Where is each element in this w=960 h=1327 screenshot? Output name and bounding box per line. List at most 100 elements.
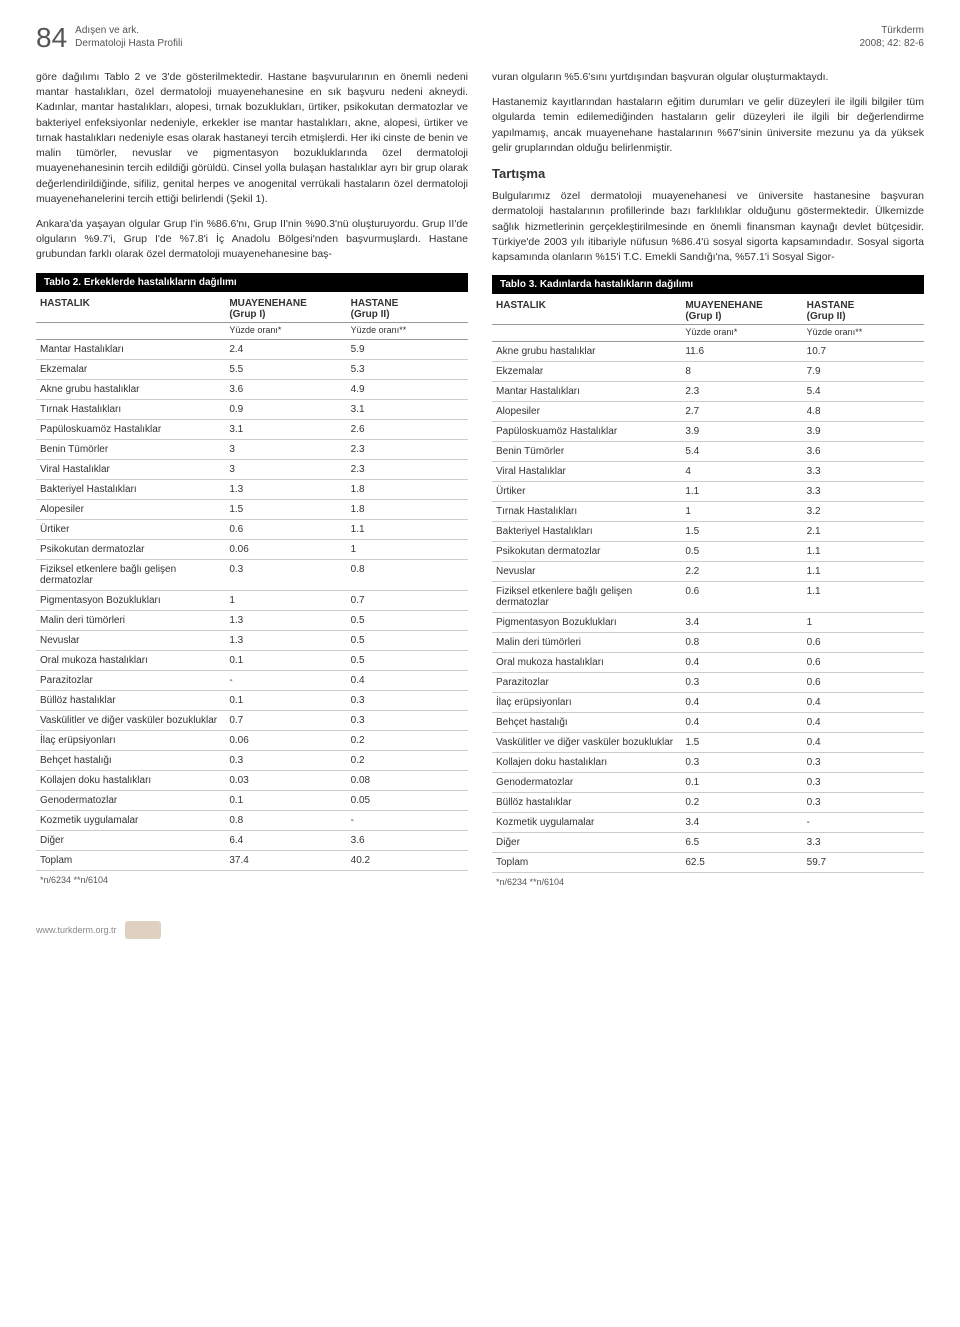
table-row: Fiziksel etkenlere bağlı gelişen dermato… bbox=[492, 582, 924, 613]
table-row: Akne grubu hastalıklar11.610.7 bbox=[492, 342, 924, 362]
table-3-col-muayenehane: MUAYENEHANE (Grup I) bbox=[681, 294, 802, 324]
row-label: Papüloskuamöz Hastalıklar bbox=[36, 420, 225, 439]
table-row: Kozmetik uygulamalar0.8- bbox=[36, 811, 468, 831]
table-row: Psikokutan dermatozlar0.51.1 bbox=[492, 542, 924, 562]
table-row: Vaskülitler ve diğer vasküler bozuklukla… bbox=[36, 711, 468, 731]
table-2-body: Mantar Hastalıkları2.45.9Ekzemalar5.55.3… bbox=[36, 340, 468, 871]
row-label: Tırnak Hastalıkları bbox=[36, 400, 225, 419]
row-value-grup2: 59.7 bbox=[803, 853, 924, 872]
row-value-grup1: 0.3 bbox=[681, 673, 802, 692]
table-row: Pigmentasyon Bozuklukları3.41 bbox=[492, 613, 924, 633]
row-value-grup1: 0.8 bbox=[681, 633, 802, 652]
row-label: Malin deri tümörleri bbox=[492, 633, 681, 652]
row-label: Viral Hastalıklar bbox=[492, 462, 681, 481]
table-row: Behçet hastalığı0.30.2 bbox=[36, 751, 468, 771]
left-paragraph-1: göre dağılımı Tablo 2 ve 3'de gösterilme… bbox=[36, 70, 468, 207]
row-value-grup2: 0.4 bbox=[803, 693, 924, 712]
table-2-sub1: Yüzde oranı* bbox=[225, 323, 346, 339]
table-row: Vaskülitler ve diğer vasküler bozuklukla… bbox=[492, 733, 924, 753]
table-row: Toplam37.440.2 bbox=[36, 851, 468, 871]
right-paragraph-1: vuran olguların %5.6'sını yurtdışından b… bbox=[492, 70, 924, 85]
table-row: Alopesiler2.74.8 bbox=[492, 402, 924, 422]
table-3-body: Akne grubu hastalıklar11.610.7Ekzemalar8… bbox=[492, 342, 924, 873]
row-value-grup1: 0.06 bbox=[225, 540, 346, 559]
row-value-grup1: 1.1 bbox=[681, 482, 802, 501]
row-value-grup2: 0.2 bbox=[347, 751, 468, 770]
row-value-grup1: 5.5 bbox=[225, 360, 346, 379]
row-label: Nevuslar bbox=[492, 562, 681, 581]
row-value-grup1: 0.03 bbox=[225, 771, 346, 790]
table-row: Kollajen doku hastalıkları0.30.3 bbox=[492, 753, 924, 773]
table-row: Büllöz hastalıklar0.20.3 bbox=[492, 793, 924, 813]
table-row: Parazitozlar0.30.6 bbox=[492, 673, 924, 693]
table-row: Psikokutan dermatozlar0.061 bbox=[36, 540, 468, 560]
row-value-grup1: 3.9 bbox=[681, 422, 802, 441]
table-3-subheader: Yüzde oranı* Yüzde oranı** bbox=[492, 325, 924, 342]
table-row: Kozmetik uygulamalar3.4- bbox=[492, 813, 924, 833]
row-label: İlaç erüpsiyonları bbox=[492, 693, 681, 712]
row-label: Viral Hastalıklar bbox=[36, 460, 225, 479]
table-row: Diğer6.43.6 bbox=[36, 831, 468, 851]
table-3-footnote: *n/6234 **n/6104 bbox=[492, 873, 924, 891]
table-2-header-row: HASTALIK MUAYENEHANE (Grup I) HASTANE (G… bbox=[36, 292, 468, 323]
row-value-grup2: 0.5 bbox=[347, 651, 468, 670]
two-column-layout: göre dağılımı Tablo 2 ve 3'de gösterilme… bbox=[36, 70, 924, 891]
footer-logo-icon bbox=[125, 921, 161, 939]
row-label: Behçet hastalığı bbox=[492, 713, 681, 732]
row-label: Mantar Hastalıkları bbox=[492, 382, 681, 401]
table-row: Benin Tümörler5.43.6 bbox=[492, 442, 924, 462]
row-value-grup2: 1.8 bbox=[347, 500, 468, 519]
table-row: Nevuslar2.21.1 bbox=[492, 562, 924, 582]
row-value-grup2: 2.6 bbox=[347, 420, 468, 439]
row-value-grup1: 3.4 bbox=[681, 613, 802, 632]
row-value-grup2: 0.6 bbox=[803, 653, 924, 672]
row-value-grup2: 0.5 bbox=[347, 611, 468, 630]
row-label: Fiziksel etkenlere bağlı gelişen dermato… bbox=[492, 582, 681, 612]
table-row: Papüloskuamöz Hastalıklar3.93.9 bbox=[492, 422, 924, 442]
table-row: Malin deri tümörleri1.30.5 bbox=[36, 611, 468, 631]
row-label: Parazitozlar bbox=[492, 673, 681, 692]
row-value-grup2: 3.3 bbox=[803, 833, 924, 852]
table-3-sub1: Yüzde oranı* bbox=[681, 325, 802, 341]
row-value-grup1: 0.3 bbox=[681, 753, 802, 772]
row-value-grup2: 2.1 bbox=[803, 522, 924, 541]
row-label: Genodermatozlar bbox=[492, 773, 681, 792]
row-value-grup2: 0.5 bbox=[347, 631, 468, 650]
row-label: Benin Tümörler bbox=[36, 440, 225, 459]
row-value-grup2: 4.8 bbox=[803, 402, 924, 421]
row-value-grup1: 1 bbox=[225, 591, 346, 610]
table-row: Behçet hastalığı0.40.4 bbox=[492, 713, 924, 733]
table-2-title: Tablo 2. Erkeklerde hastalıkların dağılı… bbox=[36, 273, 468, 292]
row-value-grup1: 2.7 bbox=[681, 402, 802, 421]
table-2-col-hastalik: HASTALIK bbox=[36, 292, 225, 322]
row-value-grup1: 1 bbox=[681, 502, 802, 521]
row-label: Psikokutan dermatozlar bbox=[492, 542, 681, 561]
table-row: Oral mukoza hastalıkları0.40.6 bbox=[492, 653, 924, 673]
table-row: Alopesiler1.51.8 bbox=[36, 500, 468, 520]
row-value-grup1: 0.1 bbox=[681, 773, 802, 792]
table-3-title: Tablo 3. Kadınlarda hastalıkların dağılı… bbox=[492, 275, 924, 294]
row-value-grup2: 5.3 bbox=[347, 360, 468, 379]
row-label: Kollajen doku hastalıkları bbox=[492, 753, 681, 772]
page: 84 Adışen ve ark. Dermatoloji Hasta Prof… bbox=[0, 0, 960, 979]
table-2-sub2: Yüzde oranı** bbox=[347, 323, 468, 339]
row-value-grup2: 3.3 bbox=[803, 462, 924, 481]
row-value-grup2: 3.9 bbox=[803, 422, 924, 441]
table-row: Mantar Hastalıkları2.35.4 bbox=[492, 382, 924, 402]
row-label: Pigmentasyon Bozuklukları bbox=[492, 613, 681, 632]
row-label: Kozmetik uygulamalar bbox=[492, 813, 681, 832]
row-value-grup2: 0.2 bbox=[347, 731, 468, 750]
row-label: Pigmentasyon Bozuklukları bbox=[36, 591, 225, 610]
right-column: vuran olguların %5.6'sını yurtdışından b… bbox=[492, 70, 924, 891]
row-value-grup2: 0.3 bbox=[803, 793, 924, 812]
row-label: Büllöz hastalıklar bbox=[492, 793, 681, 812]
row-label: Genodermatozlar bbox=[36, 791, 225, 810]
row-value-grup2: 0.4 bbox=[347, 671, 468, 690]
header-left: 84 Adışen ve ark. Dermatoloji Hasta Prof… bbox=[36, 24, 182, 52]
row-value-grup2: 0.4 bbox=[803, 713, 924, 732]
row-value-grup1: 1.5 bbox=[681, 733, 802, 752]
row-label: Ürtiker bbox=[36, 520, 225, 539]
row-value-grup1: 6.5 bbox=[681, 833, 802, 852]
table-3-col-hastalik: HASTALIK bbox=[492, 294, 681, 324]
table-row: Ürtiker0.61.1 bbox=[36, 520, 468, 540]
